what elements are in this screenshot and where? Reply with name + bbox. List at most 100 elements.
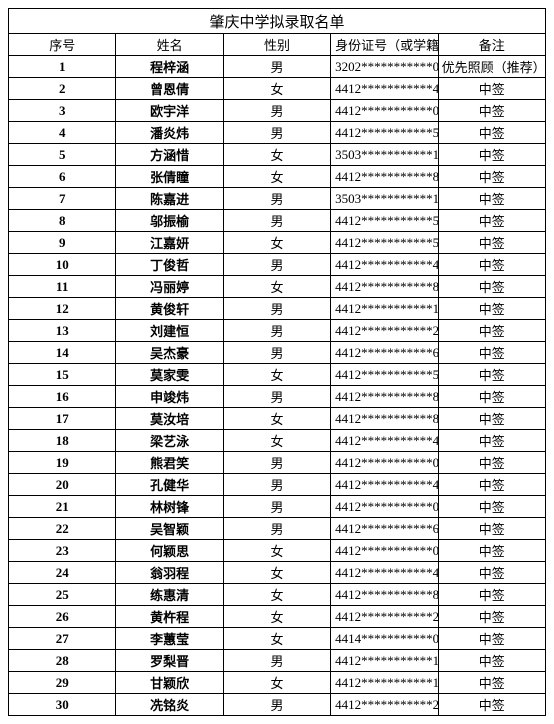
cell-seq: 20	[9, 474, 116, 496]
cell-id: 4412***********827	[331, 408, 438, 430]
cell-gender: 男	[223, 474, 330, 496]
cell-gender: 男	[223, 342, 330, 364]
cell-gender: 女	[223, 606, 330, 628]
col-header-name: 姓名	[116, 34, 223, 56]
cell-id: 4412***********417	[331, 474, 438, 496]
cell-name: 冯丽婷	[116, 276, 223, 298]
cell-id: 4412***********210	[331, 694, 438, 716]
cell-gender: 女	[223, 628, 330, 650]
cell-remark: 中签	[438, 408, 545, 430]
col-header-seq: 序号	[9, 34, 116, 56]
cell-id: 4412***********54X	[331, 364, 438, 386]
table-row: 3欧宇洋男4412***********03X中签	[9, 100, 546, 122]
cell-gender: 女	[223, 584, 330, 606]
table-row: 15莫家雯女4412***********54X中签	[9, 364, 546, 386]
cell-name: 邬振榆	[116, 210, 223, 232]
cell-id: 4412***********426	[331, 562, 438, 584]
cell-seq: 19	[9, 452, 116, 474]
cell-id: 4412***********849	[331, 584, 438, 606]
cell-name: 梁艺泳	[116, 430, 223, 452]
cell-gender: 男	[223, 100, 330, 122]
table-row: 2曾恩倩女4412***********429中签	[9, 78, 546, 100]
cell-remark: 中签	[438, 518, 545, 540]
cell-id: 4412***********03X	[331, 100, 438, 122]
cell-id: 4412***********265	[331, 606, 438, 628]
cell-remark: 中签	[438, 540, 545, 562]
cell-name: 罗梨晋	[116, 650, 223, 672]
cell-name: 莫汝培	[116, 408, 223, 430]
cell-seq: 21	[9, 496, 116, 518]
cell-id: 4412***********014	[331, 452, 438, 474]
col-header-id: 身份证号（或学籍号）	[331, 34, 438, 56]
cell-name: 熊君笑	[116, 452, 223, 474]
cell-gender: 男	[223, 210, 330, 232]
cell-name: 孔健华	[116, 474, 223, 496]
cell-remark: 中签	[438, 628, 545, 650]
cell-seq: 1	[9, 56, 116, 78]
cell-seq: 11	[9, 276, 116, 298]
cell-name: 翁羽程	[116, 562, 223, 584]
cell-gender: 女	[223, 232, 330, 254]
table-row: 8邬振榆男4412***********512中签	[9, 210, 546, 232]
cell-seq: 3	[9, 100, 116, 122]
cell-id: 4412***********444	[331, 430, 438, 452]
cell-id: 4412***********018	[331, 496, 438, 518]
table-row: 28罗梨晋男4412***********118中签	[9, 650, 546, 672]
cell-seq: 22	[9, 518, 116, 540]
cell-remark: 中签	[438, 606, 545, 628]
cell-name: 林树锋	[116, 496, 223, 518]
cell-name: 甘颖欣	[116, 672, 223, 694]
table-row: 5方涵惜女3503***********187中签	[9, 144, 546, 166]
table-row: 7陈嘉进男3503***********136中签	[9, 188, 546, 210]
cell-gender: 女	[223, 276, 330, 298]
cell-remark: 中签	[438, 386, 545, 408]
table-row: 19熊君笑男4412***********014中签	[9, 452, 546, 474]
table-row: 18梁艺泳女4412***********444中签	[9, 430, 546, 452]
table-row: 23何颖思女4412***********021中签	[9, 540, 546, 562]
cell-id: 4412***********103	[331, 672, 438, 694]
cell-seq: 27	[9, 628, 116, 650]
cell-seq: 8	[9, 210, 116, 232]
table-row: 16申竣炜男4412***********813中签	[9, 386, 546, 408]
cell-gender: 男	[223, 650, 330, 672]
cell-name: 吴智颖	[116, 518, 223, 540]
cell-name: 丁俊哲	[116, 254, 223, 276]
cell-gender: 男	[223, 694, 330, 716]
cell-name: 申竣炜	[116, 386, 223, 408]
cell-name: 曾恩倩	[116, 78, 223, 100]
cell-id: 4412***********824	[331, 166, 438, 188]
cell-gender: 女	[223, 672, 330, 694]
cell-id: 4412***********813	[331, 386, 438, 408]
cell-seq: 23	[9, 540, 116, 562]
cell-id: 3503***********136	[331, 188, 438, 210]
cell-remark: 中签	[438, 562, 545, 584]
cell-remark: 中签	[438, 430, 545, 452]
header-row: 序号 姓名 性别 身份证号（或学籍号） 备注	[9, 34, 546, 56]
cell-remark: 中签	[438, 452, 545, 474]
cell-id: 4412***********512	[331, 210, 438, 232]
cell-seq: 29	[9, 672, 116, 694]
col-header-remark: 备注	[438, 34, 545, 56]
table-row: 10丁俊哲男4412***********434中签	[9, 254, 546, 276]
title-row: 肇庆中学拟录取名单	[9, 9, 546, 34]
cell-seq: 5	[9, 144, 116, 166]
cell-remark: 中签	[438, 188, 545, 210]
cell-seq: 28	[9, 650, 116, 672]
cell-remark: 优先照顾（推荐）入学	[438, 56, 545, 78]
cell-id: 3202***********011	[331, 56, 438, 78]
cell-remark: 中签	[438, 232, 545, 254]
table-row: 30冼铭炎男4412***********210中签	[9, 694, 546, 716]
cell-name: 张倩瞳	[116, 166, 223, 188]
cell-remark: 中签	[438, 298, 545, 320]
cell-name: 程梓涵	[116, 56, 223, 78]
table-row: 11冯丽婷女4412***********840中签	[9, 276, 546, 298]
table-row: 14吴杰豪男4412***********676中签	[9, 342, 546, 364]
cell-seq: 10	[9, 254, 116, 276]
cell-seq: 2	[9, 78, 116, 100]
table-row: 21林树锋男4412***********018中签	[9, 496, 546, 518]
cell-name: 欧宇洋	[116, 100, 223, 122]
cell-name: 李蕙莹	[116, 628, 223, 650]
cell-name: 练惠清	[116, 584, 223, 606]
cell-name: 何颖思	[116, 540, 223, 562]
cell-id: 4412***********523	[331, 232, 438, 254]
